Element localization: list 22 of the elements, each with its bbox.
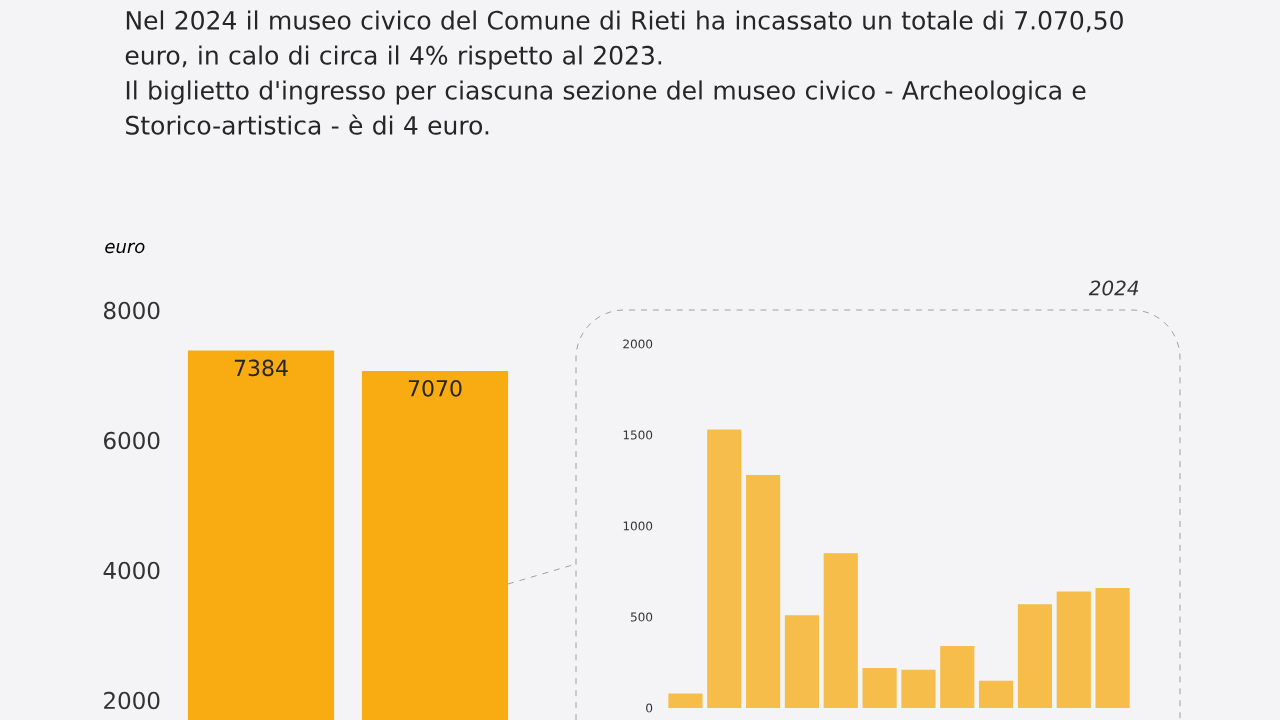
y-tick-label: 6000	[104, 431, 160, 450]
y-tick-label: 2000	[104, 691, 160, 710]
chart-title: 2024	[1088, 280, 1139, 296]
bar	[862, 667, 897, 708]
y-axis-title: euro	[105, 242, 145, 254]
bar	[1095, 587, 1130, 708]
bar	[668, 693, 703, 708]
bar	[940, 646, 975, 708]
bar	[707, 429, 742, 708]
text: Il biglietto d'ingresso per ciascuna sezione del museo civico - Archeologica e Storico-artistica - è di 4 euro.	[126, 80, 1086, 135]
y-tick-label: 8000	[104, 301, 160, 320]
data-label: 7384	[234, 359, 288, 377]
y-tick-label: 4000	[103, 561, 160, 580]
bar	[901, 669, 936, 708]
bar	[784, 615, 820, 708]
bar	[746, 475, 781, 708]
bar	[1056, 591, 1091, 708]
data-label: 7070	[408, 379, 462, 397]
bar	[823, 553, 858, 708]
bar	[1017, 604, 1053, 708]
text: Nel 2024 il museo civico del Comune di Rieti ha incassato un totale di 7.070,50 euro, in calo di circa il 4% rispetto al 2023.	[125, 10, 1123, 70]
bar	[979, 680, 1014, 708]
